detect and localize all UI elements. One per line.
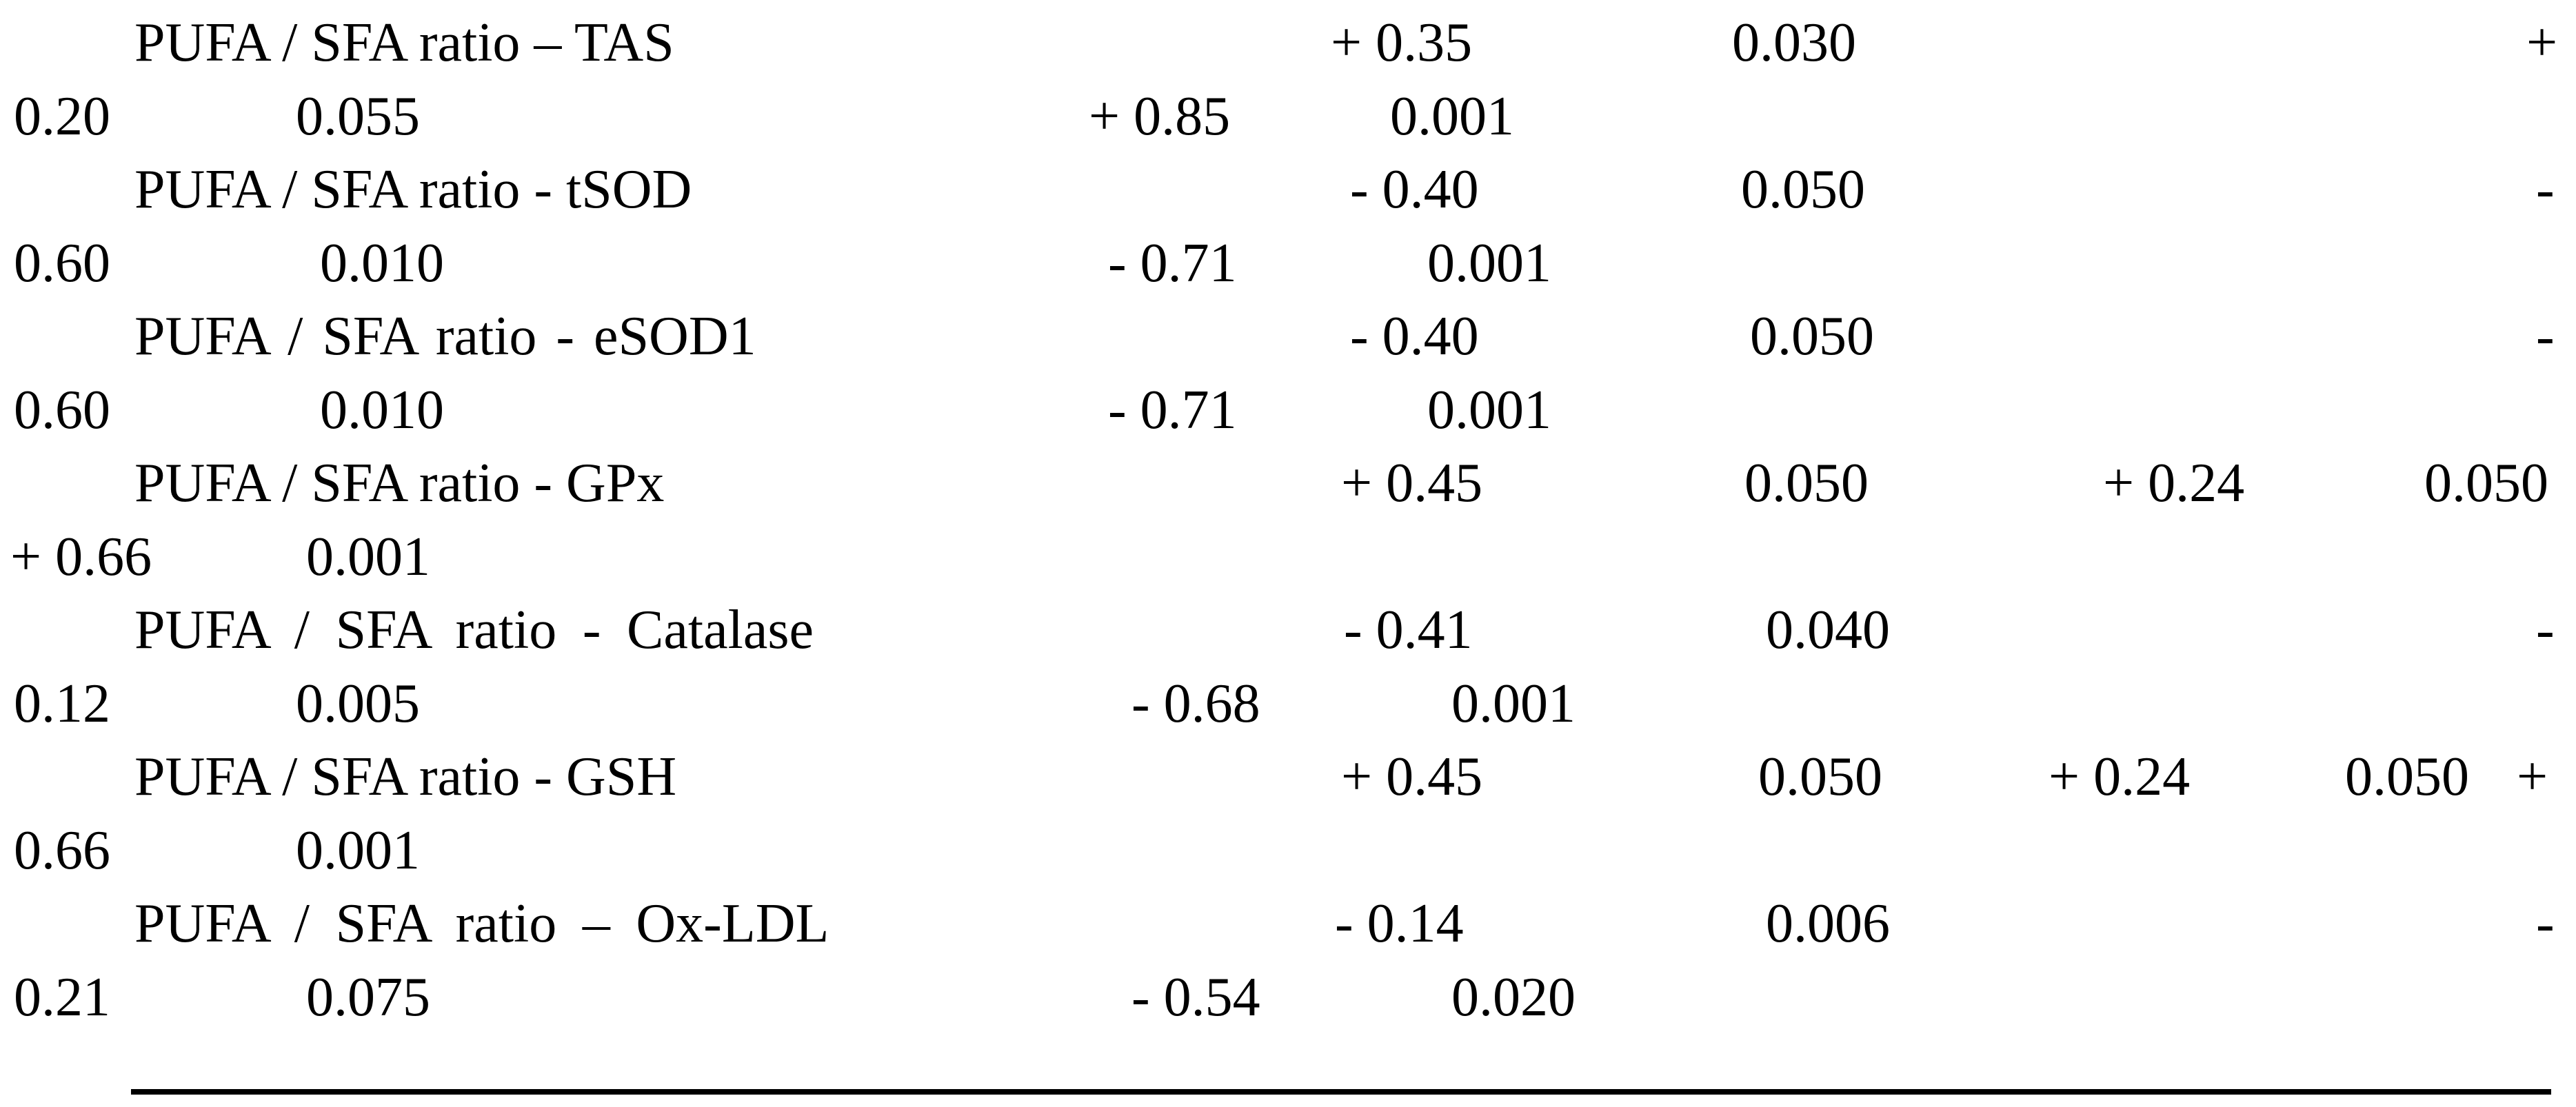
p-value: 0.050 [1744,453,1869,514]
p-value: 0.010 [320,380,444,440]
table-row-line: 0.20 0.055 + 0.85 0.001 [0,83,2576,155]
p-value: 0.010 [320,233,444,294]
p-value: 0.005 [296,673,420,734]
r-value: - 0.68 [1131,673,1260,734]
r-value: + 0.45 [1341,747,1483,807]
table-row-line: 0.60 0.010 - 0.71 0.001 [0,377,2576,449]
p-value: 0.040 [1766,600,1890,660]
r-value: + 0.24 [2103,453,2245,514]
p-value: 0.050 [1758,747,1882,807]
p-value: 0.020 [1451,967,1576,1028]
table-row-line: PUFA / SFA ratio – Ox-LDL - 0.14 0.006 - [0,891,2576,962]
row-label: PUFA / SFA ratio - GPx [134,453,665,514]
row-label: PUFA / SFA ratio - eSOD1 [134,306,756,367]
table-row-line: 0.60 0.010 - 0.71 0.001 [0,230,2576,302]
table-row-line: PUFA / SFA ratio - GPx + 0.45 0.050 + 0.… [0,450,2576,522]
p-value: 0.001 [1427,380,1551,440]
table-row-line: 0.12 0.005 - 0.68 0.001 [0,671,2576,742]
r-value: + 0.35 [1331,12,1473,73]
table-row-line: PUFA / SFA ratio - eSOD1 - 0.40 0.050 - [0,303,2576,375]
p-value: 0.006 [1766,893,1890,954]
p-value: 0.050 [1741,159,1865,220]
table-row-line: PUFA / SFA ratio – TAS + 0.35 0.030 + [0,10,2576,81]
p-value: 0.075 [306,967,430,1028]
p-value: 0.050 [2345,747,2469,807]
r-value: 0.12 [14,673,110,734]
r-value: - 0.14 [1335,893,1464,954]
sign-value: + [2517,747,2548,807]
row-label: PUFA / SFA ratio – Ox-LDL [134,893,829,954]
sign-value: - [2536,600,2555,660]
p-value: 0.001 [1451,673,1576,734]
r-value: + 0.45 [1341,453,1483,514]
table-row-line: PUFA / SFA ratio - tSOD - 0.40 0.050 - [0,156,2576,228]
r-value: - 0.71 [1108,233,1237,294]
row-label: PUFA / SFA ratio - Catalase [134,600,814,660]
p-value: 0.001 [296,820,420,881]
sign-value: - [2536,893,2555,954]
r-value: 0.21 [14,967,110,1028]
p-value: 0.001 [1390,86,1514,147]
table-row-line: 0.21 0.075 - 0.54 0.020 [0,964,2576,1036]
row-label: PUFA / SFA ratio – TAS [134,12,674,73]
r-value: - 0.54 [1131,967,1260,1028]
sign-value: - [2536,306,2555,367]
r-value: 0.60 [14,233,110,294]
r-value: + 0.85 [1089,86,1231,147]
r-value: + 0.24 [2049,747,2191,807]
r-value: - 0.40 [1350,159,1479,220]
r-value: - 0.41 [1344,600,1473,660]
p-value: 0.050 [2424,453,2548,514]
r-value: - 0.40 [1350,306,1479,367]
r-value: - 0.71 [1108,380,1237,440]
table-row-line: PUFA / SFA ratio - GSH + 0.45 0.050 + 0.… [0,744,2576,815]
sign-value: + [2526,12,2558,73]
table-bottom-rule [131,1089,2551,1095]
table-row-line: 0.66 0.001 [0,817,2576,889]
r-value: 0.66 [14,820,110,881]
r-value: + 0.66 [10,527,152,587]
p-value: 0.001 [1427,233,1551,294]
p-value: 0.030 [1732,12,1856,73]
row-label: PUFA / SFA ratio - GSH [134,747,677,807]
r-value: 0.20 [14,86,110,147]
p-value: 0.055 [296,86,420,147]
table-row-line: + 0.66 0.001 [0,524,2576,596]
p-value: 0.050 [1750,306,1874,367]
sign-value: - [2536,159,2555,220]
p-value: 0.001 [306,527,430,587]
table-row-line: PUFA / SFA ratio - Catalase - 0.41 0.040… [0,597,2576,669]
row-label: PUFA / SFA ratio - tSOD [134,159,692,220]
r-value: 0.60 [14,380,110,440]
